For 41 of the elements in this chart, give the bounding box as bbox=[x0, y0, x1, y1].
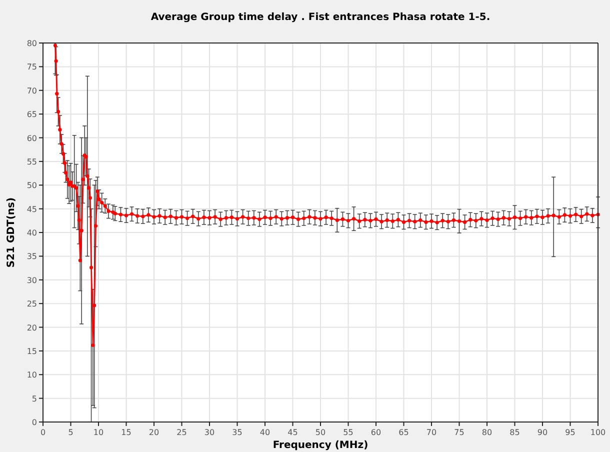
x-tick-label: 0 bbox=[40, 428, 46, 437]
x-tick-label: 70 bbox=[426, 428, 437, 437]
y-tick-label: 65 bbox=[26, 110, 37, 120]
x-tick-label: 20 bbox=[148, 428, 160, 437]
y-tick-label: 25 bbox=[26, 300, 37, 309]
x-tick-label: 50 bbox=[315, 428, 326, 437]
x-tick-label: 15 bbox=[121, 428, 132, 437]
y-tick-label: 60 bbox=[26, 134, 37, 143]
chart-title: Average Group time delay . Fist entrances Phasa rotate 1-5. bbox=[150, 12, 490, 23]
y-tick-label: 55 bbox=[26, 157, 37, 166]
x-tick-label: 40 bbox=[260, 428, 270, 437]
y-tick-label: 20 bbox=[26, 323, 37, 332]
x-tick-label: 10 bbox=[93, 428, 104, 437]
x-tick-label: 55 bbox=[343, 428, 354, 437]
x-tick-label: 80 bbox=[482, 428, 492, 437]
x-tick-label: 65 bbox=[398, 428, 409, 437]
y-tick-label: 50 bbox=[26, 181, 37, 190]
x-axis-title: Frequency (MHz) bbox=[272, 440, 368, 451]
y-axis-title: S21 GDT(ns) bbox=[6, 197, 17, 268]
y-tick-label: 35 bbox=[26, 252, 37, 262]
x-tick-label: 95 bbox=[565, 428, 576, 437]
x-tick-label: 90 bbox=[537, 428, 548, 437]
x-tick-label: 30 bbox=[204, 428, 215, 437]
x-tick-label: 25 bbox=[176, 428, 187, 437]
y-tick-label: 10 bbox=[26, 370, 37, 380]
y-tick-label: 70 bbox=[26, 86, 37, 96]
y-tick-label: 75 bbox=[26, 62, 37, 72]
y-tick-label: 15 bbox=[26, 346, 37, 356]
y-tick-label: 40 bbox=[26, 228, 37, 238]
x-tick-label: 35 bbox=[232, 428, 242, 437]
x-tick-label: 45 bbox=[288, 428, 298, 437]
y-tick-label: 45 bbox=[26, 204, 37, 214]
x-tick-label: 5 bbox=[68, 428, 74, 437]
x-tick-label: 85 bbox=[510, 428, 520, 437]
y-tick-label: 5 bbox=[32, 394, 37, 404]
x-tick-label: 75 bbox=[454, 428, 464, 437]
y-tick-label: 30 bbox=[26, 276, 37, 285]
y-tick-label: 80 bbox=[26, 39, 37, 48]
y-tick-label: 0 bbox=[32, 418, 37, 427]
x-tick-label: 60 bbox=[370, 428, 382, 437]
x-tick-label: 100 bbox=[590, 428, 606, 437]
